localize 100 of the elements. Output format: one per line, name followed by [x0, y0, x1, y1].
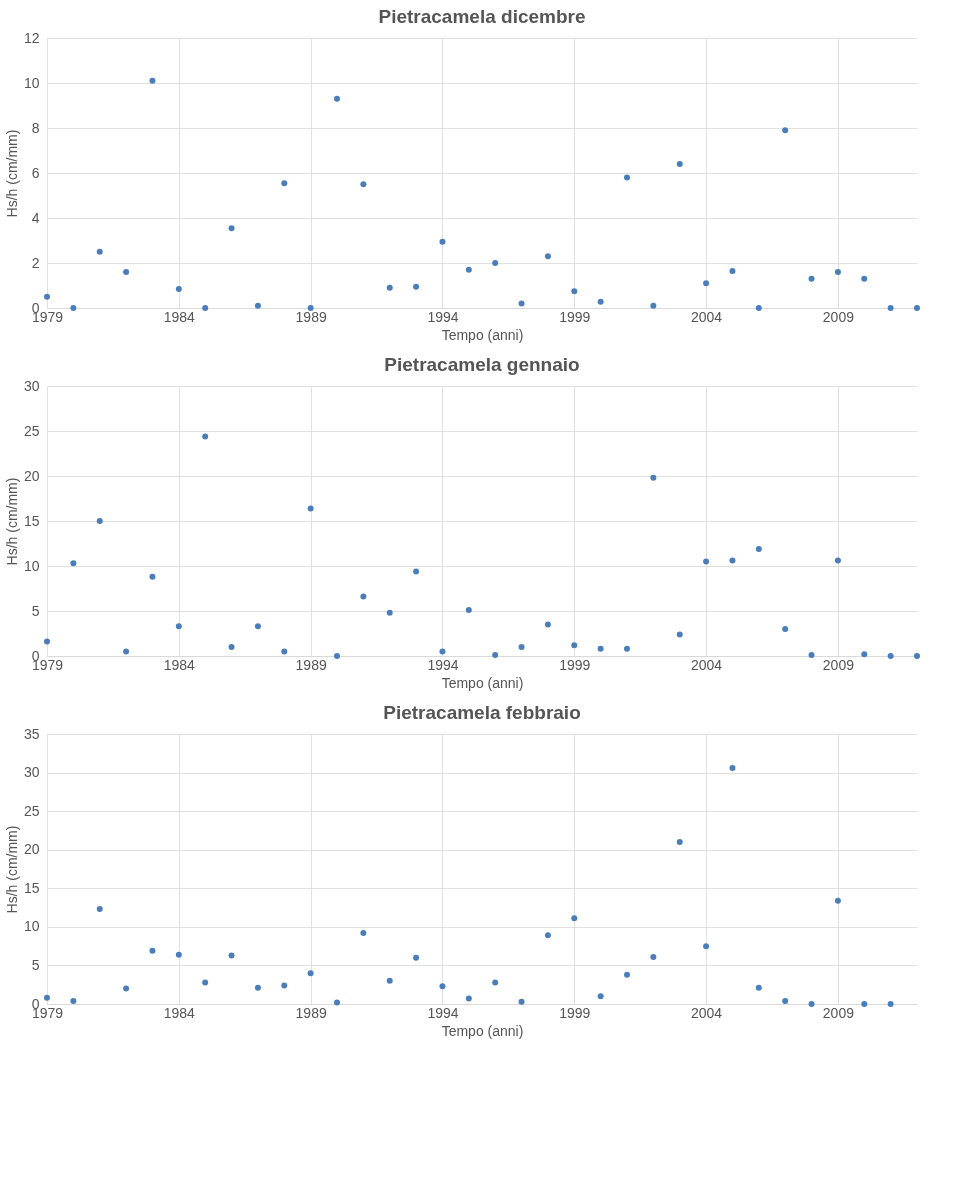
point — [175, 623, 182, 630]
x-tick-label: 1994 — [427, 308, 459, 325]
point — [334, 653, 340, 659]
point — [123, 269, 130, 275]
point — [413, 283, 420, 290]
point — [96, 248, 103, 255]
x-tick-label: 1989 — [295, 308, 327, 325]
point — [492, 979, 499, 986]
y-axis-title: Hs/h (cm/mm) — [3, 129, 20, 218]
x-tick-label: 1999 — [559, 1004, 591, 1021]
point — [729, 557, 736, 564]
point — [202, 305, 209, 311]
point — [571, 915, 578, 922]
point — [413, 568, 420, 575]
point — [307, 305, 314, 311]
x-axis-title: Tempo (anni) — [441, 674, 524, 691]
point — [887, 305, 894, 311]
point — [597, 298, 604, 305]
point — [228, 952, 235, 959]
point — [703, 943, 710, 950]
point — [439, 983, 446, 990]
point — [202, 433, 209, 440]
y-tick-label: 4 — [31, 209, 40, 226]
point — [676, 161, 683, 167]
point — [44, 994, 50, 1001]
point — [386, 609, 393, 616]
point — [149, 947, 156, 954]
point — [439, 648, 446, 655]
point — [703, 558, 710, 565]
point — [360, 181, 367, 188]
point — [386, 284, 393, 291]
point — [360, 930, 367, 937]
point — [360, 593, 367, 600]
point — [518, 300, 525, 307]
x-axis-title: Tempo (anni) — [441, 1022, 524, 1039]
point — [123, 985, 130, 992]
point — [624, 971, 630, 978]
point — [307, 505, 314, 512]
x-tick-label: 2009 — [822, 1004, 855, 1021]
point — [861, 275, 868, 282]
chart-title: Pietracamela febbraio — [383, 702, 581, 723]
point — [782, 626, 789, 632]
y-tick-label: 25 — [23, 422, 40, 439]
y-tick-label: 8 — [31, 119, 40, 136]
chart-title: Pietracamela dicembre — [378, 6, 586, 27]
point — [914, 305, 920, 311]
point — [597, 645, 604, 652]
point — [808, 1001, 815, 1007]
x-tick-label: 1984 — [163, 1004, 196, 1021]
point — [44, 293, 50, 300]
x-tick-label: 1989 — [295, 1004, 327, 1021]
point — [914, 653, 920, 659]
point — [518, 998, 525, 1005]
y-tick-label: 15 — [23, 512, 40, 529]
x-axis-title: Tempo (anni) — [441, 326, 524, 343]
y-tick-label: 2 — [31, 254, 40, 271]
point — [44, 638, 50, 645]
point — [202, 979, 209, 986]
point — [518, 644, 525, 650]
point — [755, 305, 762, 311]
point — [123, 648, 130, 655]
point — [624, 645, 630, 652]
point — [386, 977, 393, 984]
point — [70, 305, 77, 311]
y-tick-label: 6 — [31, 164, 40, 181]
x-tick-label: 1984 — [163, 308, 196, 325]
point — [544, 932, 551, 939]
point — [334, 999, 340, 1006]
point — [861, 1001, 868, 1007]
point — [676, 631, 683, 638]
point — [782, 997, 789, 1004]
point — [492, 260, 499, 266]
point — [834, 557, 841, 564]
y-tick-label: 10 — [23, 557, 40, 574]
point — [281, 982, 288, 989]
point — [465, 266, 472, 273]
point — [413, 954, 420, 961]
y-axis-title: Hs/h (cm/mm) — [3, 825, 20, 914]
point — [729, 267, 736, 274]
chart-title: Pietracamela gennaio — [384, 354, 580, 375]
x-tick-label: 2009 — [822, 308, 855, 325]
x-tick-label: 2004 — [691, 656, 723, 673]
y-tick-label: 20 — [23, 841, 40, 858]
point — [70, 997, 77, 1004]
point — [624, 174, 630, 181]
y-tick-label: 12 — [23, 29, 40, 46]
point — [254, 623, 261, 630]
x-tick-label: 1994 — [427, 656, 459, 673]
y-tick-label: 35 — [23, 725, 40, 742]
point — [650, 302, 657, 309]
point — [70, 560, 77, 567]
point — [492, 652, 499, 659]
point — [703, 280, 710, 287]
y-tick-label: 5 — [31, 956, 40, 973]
point — [149, 573, 156, 580]
point — [755, 545, 762, 552]
point — [465, 995, 472, 1002]
y-tick-label: 10 — [23, 74, 40, 91]
point — [887, 1001, 894, 1007]
y-axis-title: Hs/h (cm/mm) — [3, 477, 20, 566]
